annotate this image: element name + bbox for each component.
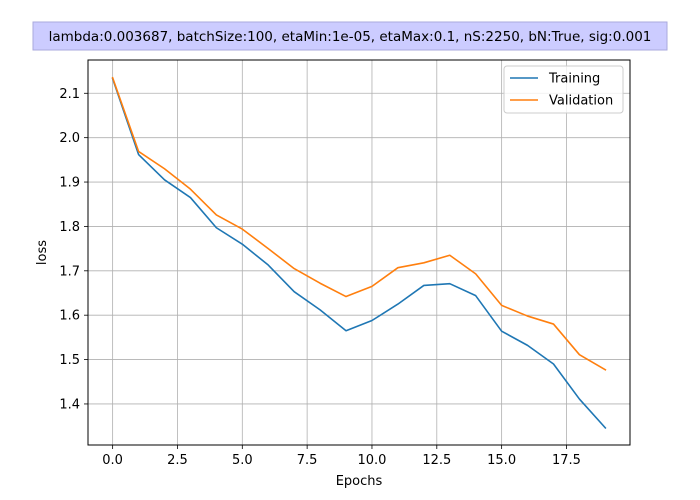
y-tick-label: 2.1 xyxy=(59,87,80,102)
x-tick-label: 12.5 xyxy=(422,453,451,468)
x-tick-label: 17.5 xyxy=(552,453,581,468)
legend-label-training: Training xyxy=(548,72,600,87)
y-tick-label: 2.0 xyxy=(59,131,80,146)
series-line-training xyxy=(111,77,607,430)
y-tick-label: 1.9 xyxy=(59,176,80,191)
plot-frame xyxy=(87,59,631,446)
series-layer xyxy=(111,76,607,430)
x-tick-label: 2.5 xyxy=(167,453,188,468)
chart-title-box: lambda:0.003687, batchSize:100, etaMin:1… xyxy=(32,21,668,51)
x-tick-label: 7.5 xyxy=(297,453,318,468)
x-axis: 0.0 2.5 5.0 7.5 10.0 12.5 15.0 17.5 xyxy=(102,445,581,468)
y-tick-label: 1.4 xyxy=(59,397,80,412)
y-tick-label: 1.6 xyxy=(59,309,80,324)
y-axis: 1.4 1.5 1.6 1.7 1.8 1.9 2.0 2.1 xyxy=(59,87,88,412)
chart-title: lambda:0.003687, batchSize:100, etaMin:1… xyxy=(49,29,652,45)
y-axis-label: loss xyxy=(35,240,50,265)
legend: Training Validation xyxy=(503,65,624,114)
x-tick-label: 0.0 xyxy=(102,453,123,468)
x-tick-label: 10.0 xyxy=(357,453,386,468)
y-tick-label: 1.7 xyxy=(59,264,80,279)
legend-label-validation: Validation xyxy=(549,94,613,109)
x-axis-label: Epochs xyxy=(336,474,383,489)
series-line-validation xyxy=(111,76,607,371)
grid-layer xyxy=(88,60,630,445)
y-tick-label: 1.8 xyxy=(59,220,80,235)
y-tick-label: 1.5 xyxy=(59,353,80,368)
chart-title-background xyxy=(32,21,668,51)
x-tick-label: 15.0 xyxy=(487,453,516,468)
x-tick-label: 5.0 xyxy=(232,453,253,468)
legend-items: Training Validation xyxy=(510,72,613,109)
